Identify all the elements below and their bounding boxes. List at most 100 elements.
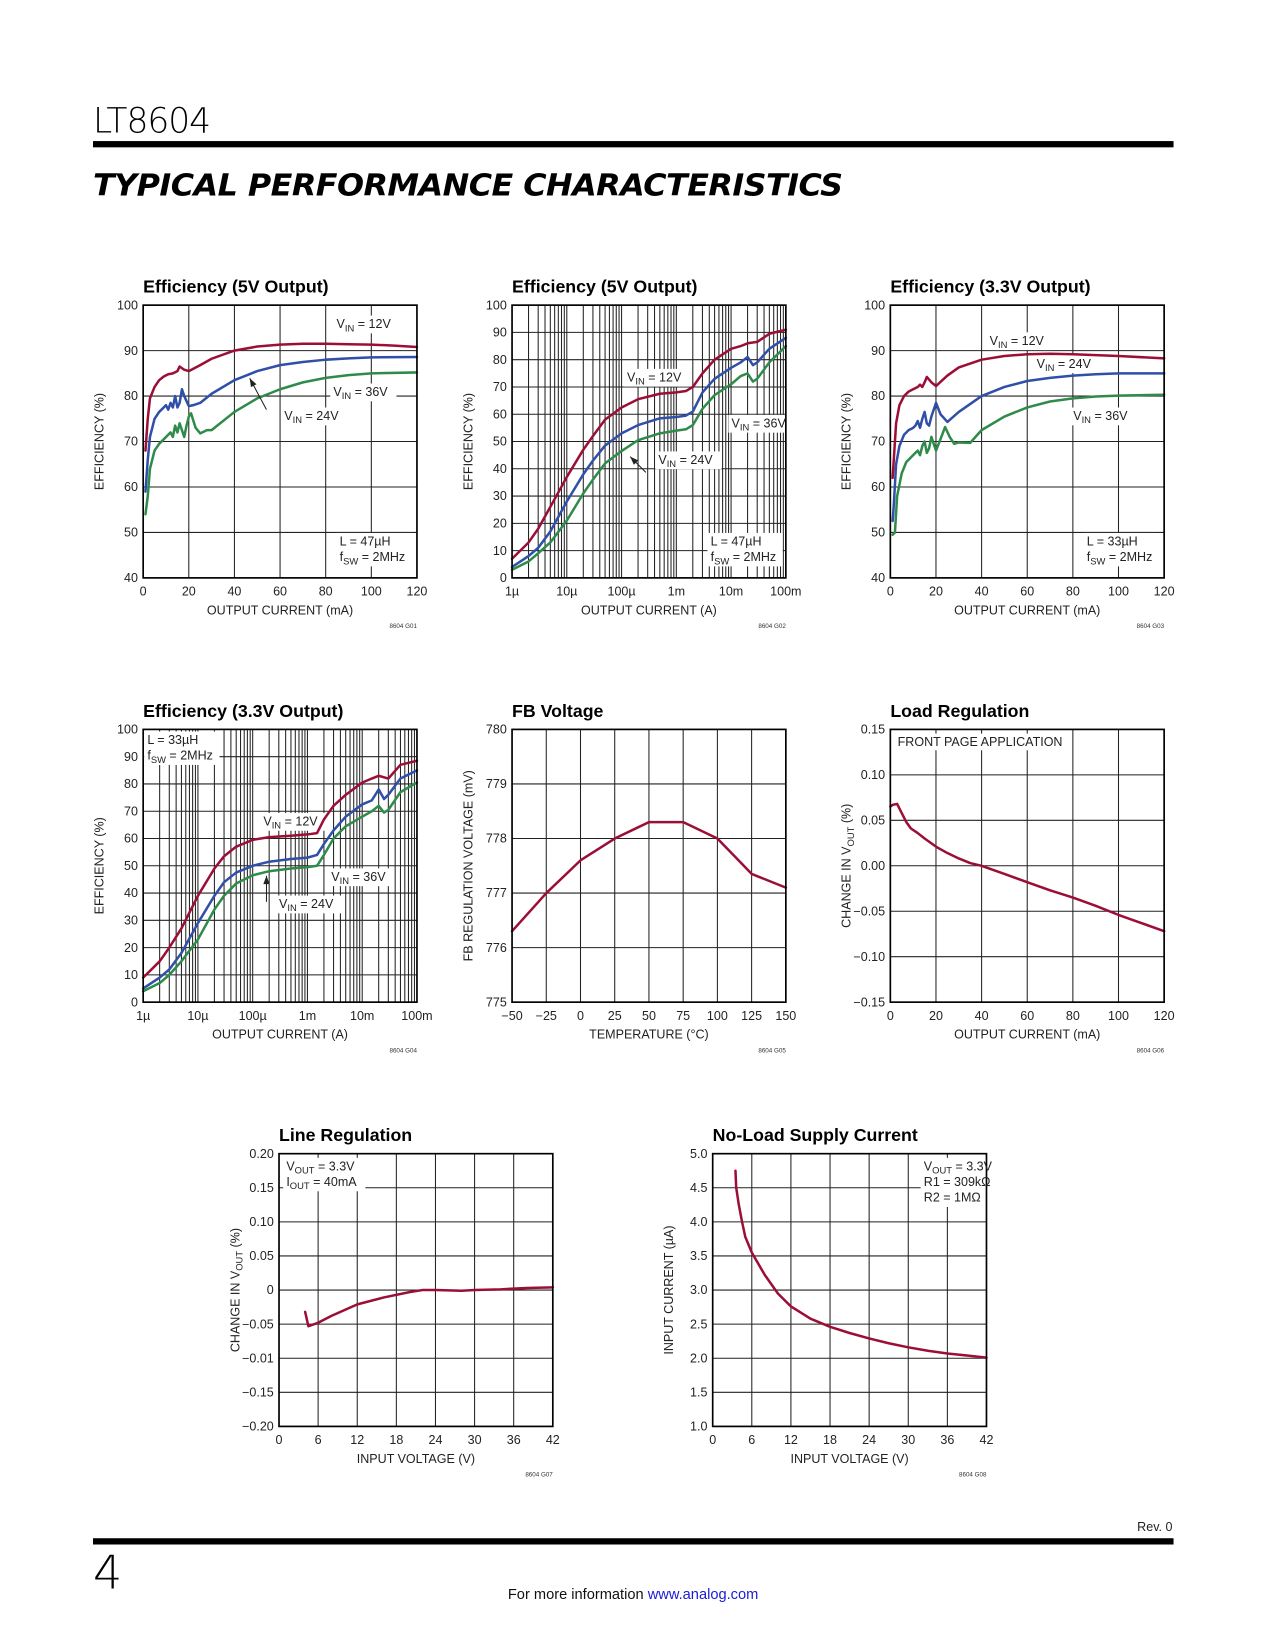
gridlines bbox=[142, 728, 417, 1003]
x-tick-label: 60 bbox=[273, 585, 287, 599]
annotation-backdrop bbox=[894, 733, 1061, 751]
figure-code: 8604 G01 bbox=[389, 623, 417, 630]
series-label: VIN = 36V bbox=[732, 416, 787, 432]
y-axis-label: INPUT CURRENT (µA) bbox=[662, 1225, 676, 1354]
y-tick-label: 70 bbox=[493, 380, 507, 394]
chart-title: Efficiency (3.3V Output) bbox=[890, 277, 1090, 297]
y-tick-label: 4.0 bbox=[690, 1215, 707, 1229]
y-tick-label: 40 bbox=[124, 886, 138, 900]
x-tick-label: 18 bbox=[389, 1433, 403, 1447]
x-tick-label: 20 bbox=[929, 585, 943, 599]
x-tick-label: 40 bbox=[227, 585, 241, 599]
x-tick-label: 60 bbox=[1020, 1009, 1034, 1023]
y-tick-label: 100 bbox=[864, 298, 885, 312]
x-tick-label: 60 bbox=[1020, 585, 1034, 599]
y-axis-label: FB REGULATION VOLTAGE (mV) bbox=[461, 770, 475, 961]
chart-svg-G02: Efficiency (5V Output) 1µ 10µ 100µ 1m 10m 100m… bbox=[461, 277, 801, 630]
y-tick-label: 0 bbox=[267, 1283, 274, 1297]
y-tick-label: 100 bbox=[486, 298, 507, 312]
series-line-load bbox=[889, 802, 1166, 933]
condition-annotation: fSW = 2MHz bbox=[1087, 550, 1153, 566]
gridlines bbox=[889, 728, 1165, 1003]
x-tick-label: 100m bbox=[401, 1009, 432, 1023]
x-tick-label: 120 bbox=[1154, 1009, 1175, 1023]
figure-code: 8604 G07 bbox=[525, 1472, 553, 1479]
y-tick-label: −0.10 bbox=[853, 950, 885, 964]
series-label-backdrop bbox=[260, 813, 327, 831]
series-label: VIN = 24V bbox=[1037, 357, 1092, 373]
chart-svg-G08: No-Load Supply Current 0 6 12 18 24 30 36 42 1.0 1… bbox=[662, 1125, 1003, 1479]
figure-code: 8604 G08 bbox=[959, 1472, 987, 1479]
series-line-vin-12v bbox=[510, 328, 788, 561]
y-tick-label: 90 bbox=[124, 750, 138, 764]
series-line-vin-36v bbox=[510, 344, 788, 571]
condition-annotation: R2 = 1MΩ bbox=[924, 1191, 981, 1205]
x-tick-label: 6 bbox=[748, 1433, 755, 1447]
x-tick-label: 10µ bbox=[187, 1009, 208, 1023]
y-tick-label: −0.05 bbox=[853, 904, 885, 918]
chart-svg-G05: FB Voltage −50 −25 0 25 50 75 100 125 150 775 776 77… bbox=[461, 701, 796, 1054]
x-tick-label: 0 bbox=[887, 1009, 894, 1023]
series-label-backdrop bbox=[728, 414, 795, 433]
footer-info: For more information www.analog.com bbox=[508, 1585, 758, 1602]
pointer-arrow-head bbox=[630, 456, 639, 465]
series-line-vin-24v bbox=[141, 769, 419, 990]
revision-label: Rev. 0 bbox=[1137, 1519, 1173, 1535]
x-tick-label: 80 bbox=[319, 585, 333, 599]
y-axis-label: EFFICIENCY (%) bbox=[92, 817, 106, 914]
x-axis-label: TEMPERATURE (°C) bbox=[589, 1028, 709, 1042]
y-tick-label: 776 bbox=[486, 941, 507, 955]
x-tick-label: 0 bbox=[276, 1433, 283, 1447]
chart-fb-voltage: FB Voltage −50 −25 0 25 50 75 100 125 150 775 776 77… bbox=[461, 691, 818, 1067]
x-tick-label: 10m bbox=[719, 585, 743, 599]
series-label-backdrop bbox=[330, 383, 397, 402]
series-label: VIN = 12V bbox=[990, 334, 1045, 350]
condition-annotation: fSW = 2MHz bbox=[711, 550, 777, 566]
plot-frame bbox=[142, 304, 418, 579]
condition-annotation: VOUT = 3.3V bbox=[924, 1159, 993, 1175]
y-tick-label: 0.15 bbox=[861, 723, 885, 737]
x-tick-label: 0 bbox=[887, 585, 894, 599]
y-tick-label: 60 bbox=[493, 407, 507, 421]
y-tick-label: 90 bbox=[124, 344, 138, 358]
y-tick-label: −0.05 bbox=[242, 1317, 274, 1331]
y-tick-label: −0.20 bbox=[242, 1420, 274, 1434]
chart-title: Line Regulation bbox=[279, 1125, 412, 1145]
series-line-fb bbox=[510, 820, 788, 933]
series-line-vin-36v bbox=[141, 781, 419, 993]
x-tick-label: 1µ bbox=[136, 1009, 150, 1023]
footer-info-text: For more information bbox=[507, 1585, 648, 1602]
x-tick-label: 0 bbox=[709, 1433, 716, 1447]
series-label: VIN = 12V bbox=[336, 317, 391, 333]
condition-annotation: fSW = 2MHz bbox=[340, 550, 406, 566]
condition-annotation: IOUT = 40mA bbox=[286, 1175, 357, 1191]
y-tick-label: 778 bbox=[486, 832, 507, 846]
chart-svg-G04: Efficiency (3.3V Output) 1µ 10µ 100µ 1m 10m 10… bbox=[92, 701, 432, 1054]
y-tick-label: 100 bbox=[117, 298, 138, 312]
x-tick-label: −50 bbox=[501, 1009, 522, 1023]
y-tick-label: 0 bbox=[500, 571, 507, 585]
chart-svg-G01: Efficiency (5V Output) 0 20 40 60 80 100 120 40 5… bbox=[92, 277, 427, 630]
x-tick-label: 30 bbox=[468, 1433, 482, 1447]
y-tick-label: 60 bbox=[124, 480, 138, 494]
figure-code: 8604 G06 bbox=[1137, 1047, 1165, 1054]
y-tick-label: 780 bbox=[486, 723, 507, 737]
y-tick-label: 3.5 bbox=[690, 1249, 707, 1263]
chart-efficiency-3v3-log: Efficiency (3.3V Output) 1µ 10µ 100µ 1m 10m 10… bbox=[92, 691, 449, 1067]
chart-svg-G07: Line Regulation 0 6 12 18 24 30 36 42 −0.20 −0.15 −… bbox=[228, 1125, 559, 1479]
y-tick-label: 60 bbox=[871, 480, 885, 494]
y-tick-label: 0.10 bbox=[861, 768, 885, 782]
series-label-backdrop bbox=[281, 407, 348, 426]
series-label-backdrop bbox=[328, 868, 395, 887]
series-label: VIN = 36V bbox=[333, 385, 388, 401]
analog-website-link[interactable]: www.analog.com bbox=[647, 1585, 759, 1602]
x-tick-label: 100 bbox=[707, 1009, 728, 1023]
y-tick-label: −0.15 bbox=[242, 1386, 274, 1400]
x-tick-label: 75 bbox=[676, 1009, 690, 1023]
y-tick-label: 80 bbox=[124, 777, 138, 791]
x-tick-label: 40 bbox=[975, 1009, 989, 1023]
y-axis-label: EFFICIENCY (%) bbox=[461, 393, 475, 490]
y-tick-label: 2.5 bbox=[690, 1317, 707, 1331]
pointer-arrow-head bbox=[249, 378, 257, 388]
x-tick-label: 36 bbox=[940, 1433, 954, 1447]
